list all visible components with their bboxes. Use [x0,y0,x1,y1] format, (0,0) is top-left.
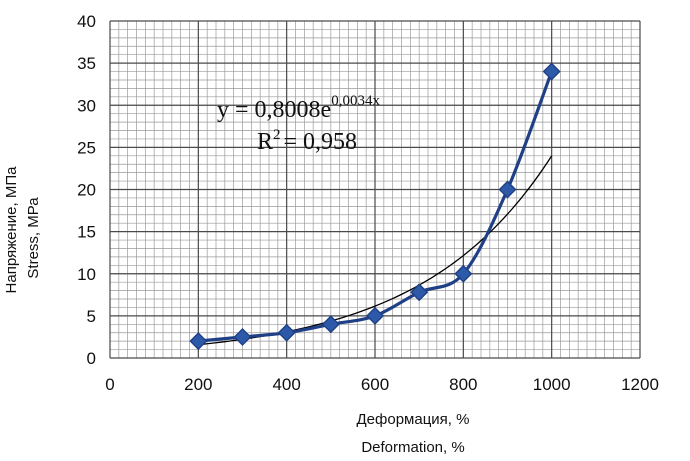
r-squared-label: R2 = 0,958 [257,127,357,155]
y-tick-label: 15 [77,223,96,242]
x-tick-label: 1000 [533,375,571,394]
data-point-marker [366,306,384,325]
y-tick-label: 35 [77,54,96,73]
grid-major [109,20,641,359]
data-point-marker [410,283,429,302]
x-tick-label: 200 [184,375,212,394]
r-squared-value: = 0,958 [284,129,358,155]
data-point-marker [189,332,208,351]
x-tick-label: 600 [361,375,389,394]
data-point-marker [454,264,473,283]
y-tick-label: 10 [77,265,96,284]
x-tick-label: 400 [272,375,300,394]
y-tick-label: 40 [77,12,96,31]
y-tick-label: 25 [77,138,96,157]
data-point-marker [498,180,517,199]
y-axis-title-ru: Напряжение, МПа [3,166,20,294]
x-axis-title-en: Deformation, % [361,439,464,456]
y-tick-labels: 0 5 10 15 20 25 30 35 40 [77,12,96,368]
x-axis-title-ru: Деформация, % [357,411,470,428]
data-point-marker [321,315,340,334]
x-tick-label: 0 [105,375,114,394]
x-tick-label: 800 [449,375,477,394]
y-tick-label: 5 [87,307,96,326]
trend-equation: y = 0,8008e0,0034x [217,93,380,123]
series-markers [189,62,561,351]
x-tick-labels: 0 200 400 600 800 1000 1200 [105,375,659,394]
y-axis-title-en: Stress, МРа [25,197,42,279]
data-point-marker [233,327,252,346]
data-point-marker [542,62,561,81]
x-tick-label: 1200 [621,375,659,394]
y-tick-label: 30 [77,96,96,115]
y-tick-label: 0 [87,349,96,368]
data-point-marker [277,323,296,342]
y-tick-label: 20 [77,181,96,200]
trend-equation-exponent: 0,0034x [331,93,380,109]
r-squared-superscript: 2 [273,127,281,143]
